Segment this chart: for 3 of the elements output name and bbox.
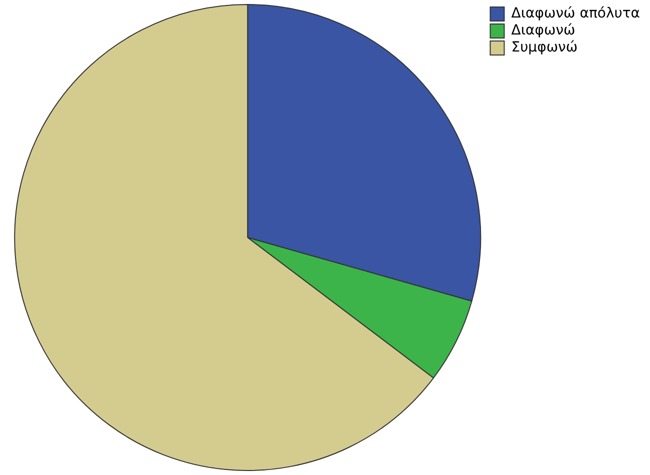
legend-label: Διαφωνώ απόλυτα — [511, 6, 640, 22]
legend-label: Συμφωνώ — [511, 40, 578, 56]
legend-label: Διαφωνώ — [511, 22, 576, 39]
